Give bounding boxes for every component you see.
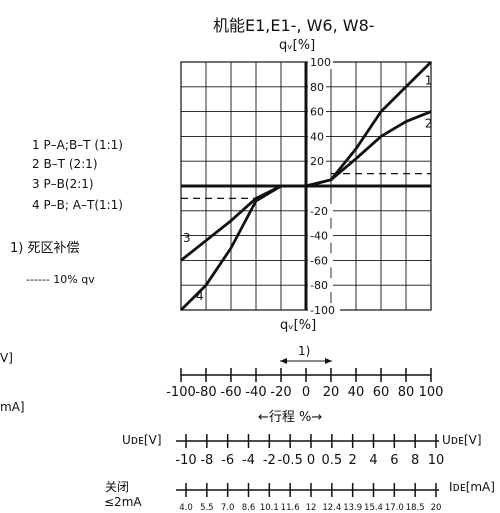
- travel-axis-tick-label: 20: [323, 385, 340, 400]
- current-axis-tick-label: 4.0: [179, 503, 193, 513]
- curve-2: [305, 110, 432, 188]
- y-tick-label: -60: [310, 254, 328, 267]
- voltage-axis-tick-label: -6: [221, 453, 234, 468]
- curve-label-2: 2: [425, 117, 433, 131]
- deadzone-note: 1) 死区补偿: [10, 241, 80, 256]
- current-axis-tick-label: 11.6: [281, 503, 300, 513]
- voltage-axis-tick-label: 8: [411, 453, 419, 468]
- current-axis-tick-label: 18.5: [406, 503, 425, 513]
- travel-axis-tick-label: -100: [166, 385, 196, 400]
- y-tick-label: 20: [310, 155, 324, 168]
- travel-axis-tick-label: 80: [398, 385, 415, 400]
- current-axis-tick-label: 20: [431, 503, 442, 513]
- y-tick-label-bg: [308, 129, 326, 144]
- curve-4: [180, 184, 306, 311]
- left-fragment-ma: mA]: [0, 400, 25, 414]
- left-fragment-v: V]: [0, 351, 13, 365]
- current-label-right: Iᴅᴇ[mA]: [449, 480, 495, 494]
- y-tick-label-bg: [308, 203, 333, 218]
- travel-axis-tick-label: 40: [348, 385, 365, 400]
- legend-item-2: 2 B–T (2:1): [32, 157, 98, 171]
- voltage-axis-tick-label: 2: [349, 453, 357, 468]
- y-tick-label: 100: [310, 56, 331, 69]
- y-tick-label: -80: [310, 279, 328, 292]
- current-axis-tick-label: 17.0: [385, 503, 404, 513]
- current-axis-tick-label: 15.4: [364, 503, 383, 513]
- voltage-axis-tick-label: -2: [263, 453, 276, 468]
- close-current-label: ≤2mA: [104, 495, 142, 509]
- y-axis-label: qᵥ[%]: [279, 38, 316, 53]
- current-axis-tick-label: 12.4: [322, 503, 341, 513]
- y-tick-label: 60: [310, 106, 324, 119]
- y-tick-label: -100: [310, 304, 335, 317]
- x-axis-label: qᵥ[%]: [280, 318, 317, 333]
- threshold-note: ------ 10% qv: [26, 273, 95, 286]
- voltage-axis-tick-label: 0: [307, 453, 315, 468]
- voltage-label-right: Uᴅᴇ[V]: [442, 433, 482, 447]
- travel-axis-tick-label: 60: [373, 385, 390, 400]
- y-tick-label: -20: [310, 205, 328, 218]
- voltage-axis-tick-label: 6: [390, 453, 398, 468]
- travel-axis-label: ←行程 %→: [258, 410, 323, 425]
- voltage-label-left: Uᴅᴇ[V]: [122, 433, 162, 447]
- y-tick-label-bg: [308, 253, 333, 268]
- current-axis-tick-label: 13.9: [343, 503, 362, 513]
- travel-axis-tick-label: -20: [270, 385, 291, 400]
- y-tick-label-bg: [308, 303, 340, 317]
- deadzone-marker-label: 1): [298, 344, 310, 358]
- curve-label-4: 4: [196, 289, 204, 303]
- curve-label-1: 1: [425, 73, 433, 87]
- voltage-axis-tick-label: -4: [242, 453, 255, 468]
- voltage-axis-tick-label: -10: [175, 453, 196, 468]
- y-tick-label-bg: [308, 104, 326, 119]
- current-axis-tick-label: 5.5: [200, 503, 214, 513]
- travel-axis-tick-label: 100: [419, 385, 444, 400]
- current-axis-tick-label: 12: [306, 503, 317, 513]
- y-tick-label-bg: [308, 55, 333, 69]
- y-tick-label-bg: [308, 154, 326, 169]
- voltage-axis-tick-label: 0.5: [321, 453, 342, 468]
- travel-axis-tick-label: -80: [195, 385, 216, 400]
- chart-title: 机能E1,E1-, W6, W8-: [213, 16, 375, 35]
- y-tick-label-bg: [308, 228, 333, 243]
- travel-axis-tick-label: -60: [220, 385, 241, 400]
- y-tick-label-bg: [308, 278, 333, 293]
- legend-item-4: 4 P–B; A–T(1:1): [32, 198, 123, 212]
- curve-label-3: 3: [183, 231, 191, 245]
- current-axis-tick-label: 10.1: [260, 503, 279, 513]
- current-axis-tick-label: 7.0: [221, 503, 235, 513]
- legend-item-3: 3 P–B(2:1): [32, 177, 94, 191]
- current-axis-tick-label: 8.6: [242, 503, 256, 513]
- deadzone-arrow-right: [325, 358, 332, 364]
- voltage-axis-tick-label: 10: [428, 453, 445, 468]
- y-tick-label-bg: [308, 79, 326, 94]
- legend-item-1: 1 P–A;B–T (1:1): [32, 138, 123, 152]
- voltage-axis-tick-label: 4: [369, 453, 377, 468]
- close-label: 关闭: [105, 480, 130, 494]
- y-tick-label: 40: [310, 130, 324, 143]
- travel-axis-tick-label: -40: [245, 385, 266, 400]
- travel-axis-tick-label: 0: [302, 385, 310, 400]
- y-tick-label: 80: [310, 81, 324, 94]
- voltage-axis-tick-label: -8: [200, 453, 213, 468]
- y-tick-label: -40: [310, 230, 328, 243]
- deadzone-arrow-left: [280, 358, 287, 364]
- voltage-axis-tick-label: -0.5: [277, 453, 302, 468]
